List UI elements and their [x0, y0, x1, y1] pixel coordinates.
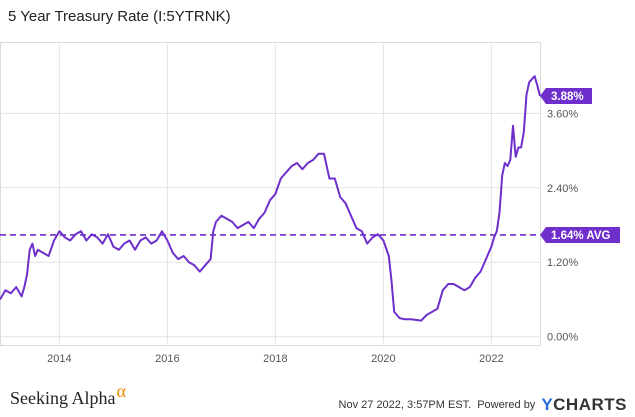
plot-border — [0, 42, 541, 346]
ycharts-logo-y: Y — [541, 395, 554, 414]
alpha-icon: α — [116, 381, 126, 401]
average-badge: 1.64% AVG — [540, 226, 620, 243]
last-value-badge-bg — [540, 87, 592, 104]
grid-lines — [0, 42, 540, 346]
y-tick-label: 2.40% — [547, 183, 578, 195]
x-tick-label: 2016 — [155, 353, 179, 365]
average-label: 1.64% AVG — [551, 230, 610, 242]
ycharts-logo-text: CHARTS — [553, 395, 627, 414]
timestamp: Nov 27 2022, 3:57PM EST. — [338, 399, 472, 411]
brand-name: Seeking Alpha — [10, 388, 116, 408]
chart-footer: Nov 27 2022, 3:57PM EST. Powered by YCHA… — [339, 395, 627, 415]
x-tick-label: 2020 — [371, 353, 395, 365]
y-tick-label: 0.00% — [547, 332, 578, 344]
y-tick-label: 1.20% — [547, 257, 578, 269]
x-tick-label: 2014 — [47, 353, 71, 365]
ycharts-logo: YCHARTS — [541, 395, 627, 415]
last-value-badge: 3.88% — [540, 87, 592, 104]
series-line-5y-treasury — [0, 75, 541, 322]
seeking-alpha-logo: Seeking Alphaα — [10, 381, 126, 409]
y-tick-label: 3.60% — [547, 108, 578, 120]
average-badge-bg — [540, 226, 620, 243]
x-tick-label: 2022 — [479, 353, 503, 365]
tick-labels: 0.00% 1.20% 2.40% 3.60% 2014 2016 2018 2020 2022 — [47, 108, 578, 365]
last-value-label: 3.88% — [551, 91, 584, 103]
chart-title: 5 Year Treasury Rate (I:5YTRNK) — [8, 8, 231, 25]
powered-by-label: Powered by — [477, 399, 536, 411]
x-tick-label: 2018 — [263, 353, 287, 365]
